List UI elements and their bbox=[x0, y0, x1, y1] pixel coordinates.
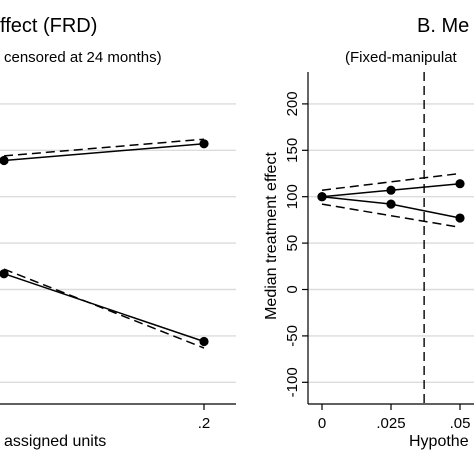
left-series-0-solid-line bbox=[3, 143, 205, 162]
left-series-2-point bbox=[199, 336, 209, 347]
left-subtitle-close-paren: ) bbox=[157, 49, 162, 66]
right-series-2-point bbox=[386, 199, 396, 209]
left-panel-title: ffect (FRD) bbox=[0, 15, 97, 37]
right-x-axis-label: Hypothe bbox=[409, 433, 469, 450]
right-x-tick-label: .05 bbox=[450, 415, 471, 432]
left-series-2-point bbox=[0, 269, 9, 279]
left-series-0-point bbox=[199, 139, 209, 149]
right-y-axis-label: Median treatment effect bbox=[263, 152, 280, 320]
right-y-tick-label: -50 bbox=[284, 325, 301, 347]
right-x-tick-label: .025 bbox=[376, 415, 405, 432]
left-plot-area bbox=[0, 138, 209, 349]
right-series-3-dashed-line bbox=[321, 203, 461, 229]
left-subtitle-text: censored at 24 months bbox=[4, 49, 157, 66]
left-series-1-dashed-line bbox=[3, 138, 205, 157]
right-series-2-point bbox=[317, 192, 327, 202]
right-series-1-dashed-line bbox=[321, 172, 461, 191]
left-x-axis-label: assigned units bbox=[4, 433, 106, 450]
right-x-tick-label: 0 bbox=[318, 415, 326, 432]
left-x-tick-label: .2 bbox=[198, 415, 211, 432]
left-series-2-solid-line bbox=[3, 272, 205, 343]
right-y-ticks: -100 -50 0 50 100 150 200 bbox=[284, 91, 308, 397]
right-plot-area bbox=[317, 72, 465, 404]
right-panel-subtitle: (Fixed-manipulat bbox=[345, 49, 458, 66]
right-series-2-point bbox=[455, 213, 465, 223]
right-y-tick-label: 100 bbox=[284, 184, 301, 209]
right-y-tick-label: 0 bbox=[284, 285, 301, 293]
right-series-0-point bbox=[455, 179, 465, 189]
right-panel-title: B. Me bbox=[417, 15, 469, 37]
right-series-0-point bbox=[386, 185, 396, 195]
right-y-tick-label: 50 bbox=[284, 235, 301, 252]
right-x-ticks: 0 .025 .05 bbox=[318, 404, 471, 432]
left-x-ticks: .2 bbox=[198, 404, 211, 432]
right-gridlines bbox=[308, 103, 474, 383]
left-series-0-point bbox=[0, 155, 9, 166]
right-y-tick-label: -100 bbox=[284, 367, 301, 397]
right-y-tick-label: 150 bbox=[284, 138, 301, 163]
left-series-3-dashed-line bbox=[3, 268, 205, 349]
left-panel-subtitle: censored at 24 months) bbox=[4, 49, 162, 66]
right-y-tick-label: 200 bbox=[284, 91, 301, 116]
